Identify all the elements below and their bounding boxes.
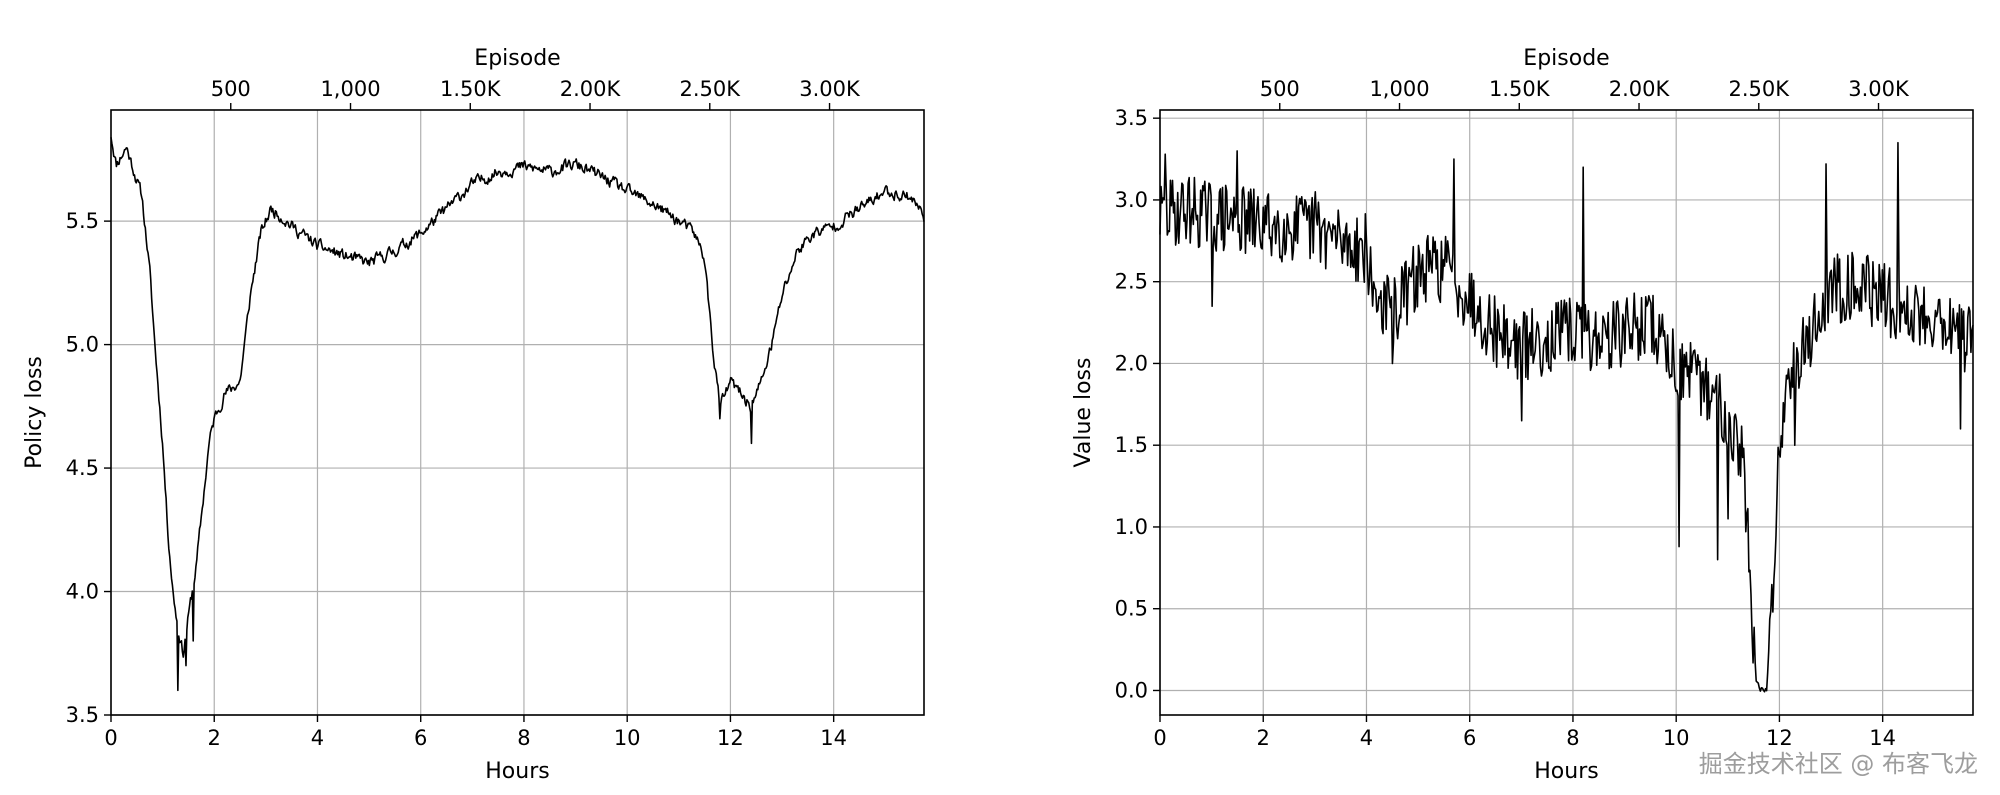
- x-tick-label: 14: [820, 726, 847, 750]
- x-tick-label: 6: [414, 726, 427, 750]
- y-tick-label: 1.0: [1115, 515, 1148, 539]
- y-tick-label: 4.5: [66, 456, 99, 480]
- x-tick-label: 2: [1257, 726, 1270, 750]
- x-tick-label: 8: [517, 726, 530, 750]
- y-tick-label: 5.5: [66, 209, 99, 233]
- y-tick-label: 1.5: [1115, 433, 1148, 457]
- y-tick-label: 5.0: [66, 333, 99, 357]
- value-loss-panel: 0 2 4 6 8 10 12 14 0.0 0.5 1.0 1.5 2.0 2.5 3.0 3.5 500 1,…: [1071, 46, 1974, 784]
- x-tick-label: 12: [1766, 726, 1793, 750]
- x-tick-label: 2: [208, 726, 221, 750]
- y-axis-title: Value loss: [1071, 358, 1096, 468]
- y-tick-label: 3.5: [1115, 106, 1148, 130]
- y-tick-label: 2.0: [1115, 351, 1148, 375]
- top-tick-label: 1.50K: [1489, 77, 1551, 101]
- y-tick-label: 2.5: [1115, 270, 1148, 294]
- x-axis-title: Hours: [485, 759, 549, 784]
- top-tick-label: 500: [211, 77, 251, 101]
- x-axis-title: Hours: [1534, 759, 1598, 784]
- top-tick-label: 500: [1260, 77, 1300, 101]
- series-line: [1159, 141, 1974, 693]
- axes-frame: [110, 109, 925, 716]
- y-tick-label: 4.0: [66, 580, 99, 604]
- x-tick-label: 0: [104, 726, 117, 750]
- top-axis-title: Episode: [474, 46, 560, 71]
- top-tick-label: 2.00K: [560, 77, 622, 101]
- x-tick-label: 6: [1463, 726, 1476, 750]
- y-axis-title: Policy loss: [22, 356, 47, 469]
- policy-loss-panel: 0 2 4 6 8 10 12 14 3.5 4.0 4.5 5.0 5.5 500 1,000 1.50K 2…: [22, 46, 925, 784]
- x-tick-label: 10: [1663, 726, 1690, 750]
- x-tick-label: 14: [1869, 726, 1896, 750]
- series-line: [110, 137, 925, 692]
- top-tick-label: 2.50K: [1729, 77, 1791, 101]
- top-tick-label: 3.00K: [1848, 77, 1910, 101]
- x-tick-label: 12: [717, 726, 744, 750]
- y-tick-label: 3.0: [1115, 188, 1148, 212]
- top-tick-label: 3.00K: [799, 77, 861, 101]
- top-tick-label: 2.50K: [680, 77, 742, 101]
- top-tick-label: 2.00K: [1609, 77, 1671, 101]
- y-tick-label: 0.5: [1115, 597, 1148, 621]
- axes-frame: [1159, 109, 1974, 716]
- top-tick-label: 1.50K: [440, 77, 502, 101]
- x-tick-label: 0: [1153, 726, 1166, 750]
- watermark: 掘金技术社区 @ 布客飞龙: [1698, 750, 1978, 778]
- top-axis-title: Episode: [1523, 46, 1609, 71]
- x-tick-label: 4: [311, 726, 324, 750]
- y-tick-label: 3.5: [66, 703, 99, 727]
- x-tick-label: 8: [1566, 726, 1579, 750]
- x-tick-label: 4: [1360, 726, 1373, 750]
- x-tick-label: 10: [614, 726, 641, 750]
- top-tick-label: 1,000: [320, 77, 380, 101]
- top-tick-label: 1,000: [1369, 77, 1429, 101]
- y-tick-label: 0.0: [1115, 678, 1148, 702]
